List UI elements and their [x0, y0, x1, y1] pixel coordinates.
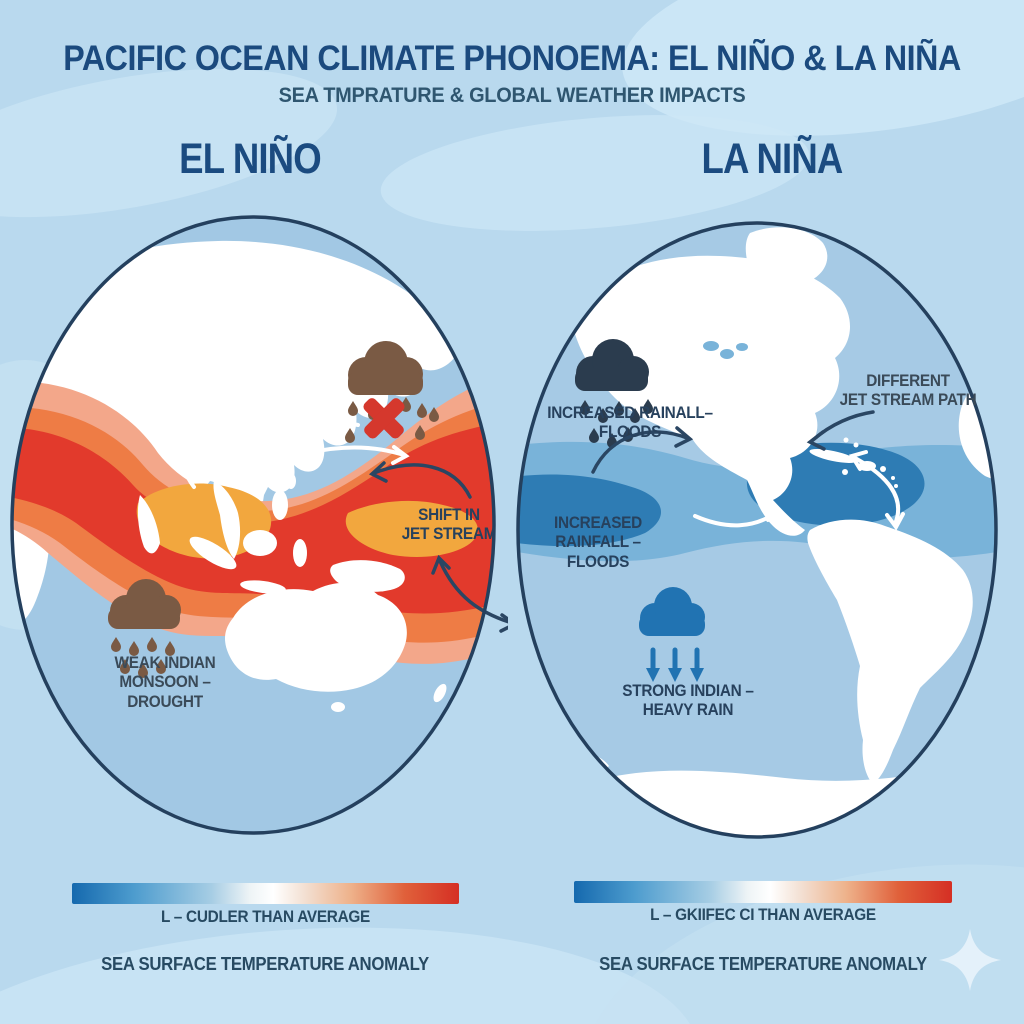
increased-rainfall-mid-label: INCREASED RAINFALL – FLOODS: [554, 514, 642, 571]
different-jet-stream-path-label: DIFFERENT JET STREAM PATH: [839, 372, 977, 410]
new-zealand: [433, 683, 447, 703]
great-lakes: [703, 341, 748, 359]
south-america-landmass: [807, 519, 973, 784]
legend-label-right: L – GKIIFEC CI THAN AVERAGE: [650, 906, 876, 924]
strong-indian-heavy-rain-label: STRONG INDIAN – HEAVY RAIN: [622, 682, 754, 720]
cool-core-west: [518, 474, 661, 547]
north-america-landmass: [570, 255, 851, 536]
down-arrows-icon: [646, 647, 704, 682]
el-nino-globe: [10, 215, 508, 835]
legend-label-left: L – CUDLER THAN AVERAGE: [160, 908, 370, 926]
legend-caption-left: SEA SURFACE TEMPERATURE ANOMALY: [101, 954, 429, 974]
eurasia-landmass: [12, 240, 458, 561]
tasmania: [331, 702, 345, 712]
x-icon: [363, 398, 405, 439]
sst-gradient-bar-right: [574, 881, 952, 903]
sst-gradient-bar-left: [72, 883, 459, 904]
jet-stream-white-arrows: [693, 450, 905, 531]
jet-stream-shift-arrows: [368, 461, 508, 633]
la-nina-globe: [516, 221, 998, 839]
australia-landmass: [224, 582, 407, 692]
no-rain-cloud-icon: [345, 341, 439, 443]
wind-arrows: [176, 417, 410, 489]
annotation-arrows: [591, 410, 875, 474]
heavy-rain-cloud-icon: [639, 587, 705, 636]
la-nina-heading: LA NIÑA: [701, 135, 844, 183]
page-title: PACIFIC OCEAN CLIMATE PHONOEMA: EL NIÑO …: [63, 39, 961, 78]
weak-indian-monsoon-label: WEAK INDIAN MONSOON – DROUGHT: [114, 654, 216, 711]
el-nino-heading: EL NIÑO: [179, 135, 321, 183]
legend-caption-right: SEA SURFACE TEMPERATURE ANOMALY: [599, 954, 927, 974]
warm-patch-yellow: [345, 500, 478, 557]
increased-rainfall-top-label: INCREASED RAINALL– FLOODS: [547, 404, 713, 442]
page-subtitle: SEA TMPRATURE & GLOBAL WEATHER IMPACTS: [278, 84, 746, 107]
rain-cloud-icon: [575, 339, 653, 448]
shift-in-jet-stream-label: SHIFT IN JET STREAM: [401, 506, 497, 544]
